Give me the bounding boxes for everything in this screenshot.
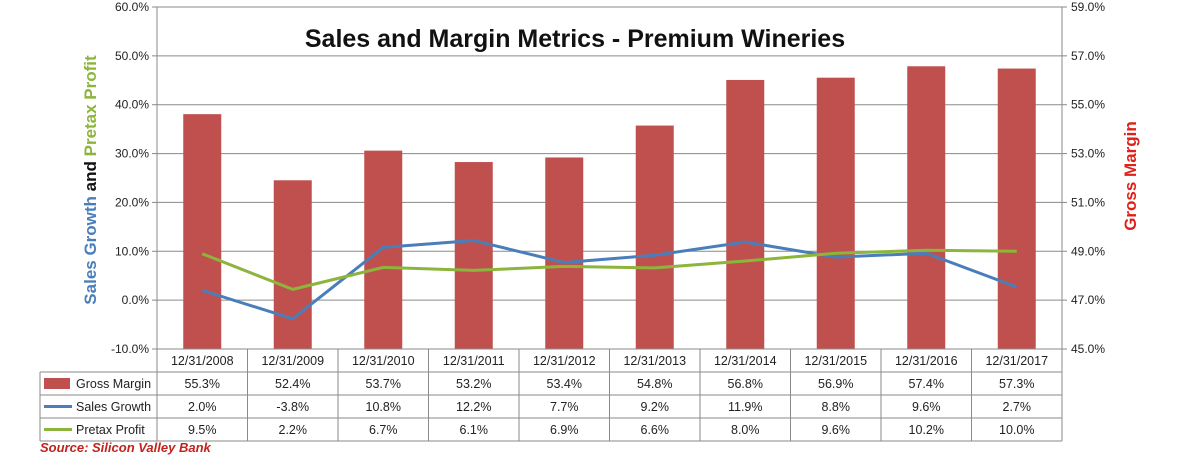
right-tick-label: 45.0% [1071,342,1105,356]
data-label: 53.2% [456,377,491,391]
left-tick-label: 30.0% [115,147,149,161]
data-label: 9.6% [822,423,851,437]
bar [273,180,312,349]
data-label: 2.0% [188,400,217,414]
data-table: 12/31/2008 12/31/2009 12/31/2010 12/31/2011… [39,348,1063,442]
right-tick-label: 47.0% [1071,293,1105,307]
bar-series-gross-margin [183,66,1036,350]
category-label: 12/31/2015 [804,354,867,368]
bar [545,157,584,349]
line-series [201,239,1018,321]
series-line [201,239,1018,321]
data-label: 54.8% [637,377,672,391]
left-axis-title: Sales Growth and Pretax Profit [81,55,100,305]
right-tick-label: 51.0% [1071,195,1105,209]
left-tick-label: -10.0% [111,342,149,356]
category-label: 12/31/2012 [533,354,596,368]
data-label: 10.2% [909,423,944,437]
category-label: 12/31/2009 [261,354,324,368]
data-label: 11.9% [728,400,763,414]
bar [997,68,1036,349]
right-tick-label: 57.0% [1071,49,1105,63]
axes: -10.0% 0.0% 10.0% 20.0% 30.0% 40.0% 50.0% 60.0%… [111,0,1105,356]
category-label: 12/31/2017 [985,354,1048,368]
chart-title: Sales and Margin Metrics - Premium Winer… [305,25,845,53]
right-tick-label: 49.0% [1071,244,1105,258]
source-note: Source: Silicon Valley Bank [40,440,211,455]
left-axis-title-part: Sales Growth [81,196,100,305]
series-line [201,248,1017,291]
left-axis-title-part: Pretax Profit [81,55,100,156]
left-tick-label: 60.0% [115,0,149,14]
legend-entry: Gross Margin [76,377,151,391]
category-label: 12/31/2014 [714,354,777,368]
data-label: 9.2% [641,400,670,414]
bar [364,150,403,349]
data-label: 6.7% [369,423,398,437]
category-label: 12/31/2016 [895,354,958,368]
data-label: 9.5% [188,423,217,437]
data-label: 6.6% [641,423,670,437]
category-label: 12/31/2013 [623,354,686,368]
data-label: 57.3% [999,377,1034,391]
data-label: 55.3% [185,377,220,391]
bar [726,79,765,350]
data-label: 56.9% [818,377,853,391]
data-label: 6.1% [460,423,489,437]
bar [183,114,222,349]
data-label: 57.4% [909,377,944,391]
left-tick-label: 20.0% [115,195,149,209]
category-label: 12/31/2011 [443,354,505,368]
data-label: -3.8% [276,400,309,414]
data-label: 53.7% [366,377,401,391]
category-label: 12/31/2010 [352,354,415,368]
category-label: 12/31/2008 [171,354,234,368]
data-label: 6.9% [550,423,579,437]
data-label: 56.8% [728,377,763,391]
left-axis-title-part: and [81,156,100,196]
left-tick-label: 10.0% [115,244,149,258]
left-tick-label: 40.0% [115,98,149,112]
data-label: 9.6% [912,400,941,414]
data-label: 8.0% [731,423,760,437]
data-label: 8.8% [822,400,851,414]
bar [907,66,946,349]
right-tick-label: 53.0% [1071,147,1105,161]
data-label: 2.7% [1003,400,1032,414]
bar [454,162,493,349]
data-label: 2.2% [279,423,308,437]
left-tick-label: 50.0% [115,49,149,63]
bar [635,125,674,349]
right-tick-label: 55.0% [1071,98,1105,112]
data-label: 7.7% [550,400,579,414]
data-label: 53.4% [547,377,582,391]
bar [816,77,855,350]
legend-swatch [44,378,70,389]
legend-entry: Pretax Profit [76,423,145,437]
legend-entry: Sales Growth [76,400,151,414]
data-label: 12.2% [456,400,491,414]
data-label: 10.8% [366,400,401,414]
data-label: 10.0% [999,423,1034,437]
left-tick-label: 0.0% [122,293,150,307]
right-tick-label: 59.0% [1071,0,1105,14]
data-label: 52.4% [275,377,310,391]
right-axis-title: Gross Margin [1121,121,1140,231]
